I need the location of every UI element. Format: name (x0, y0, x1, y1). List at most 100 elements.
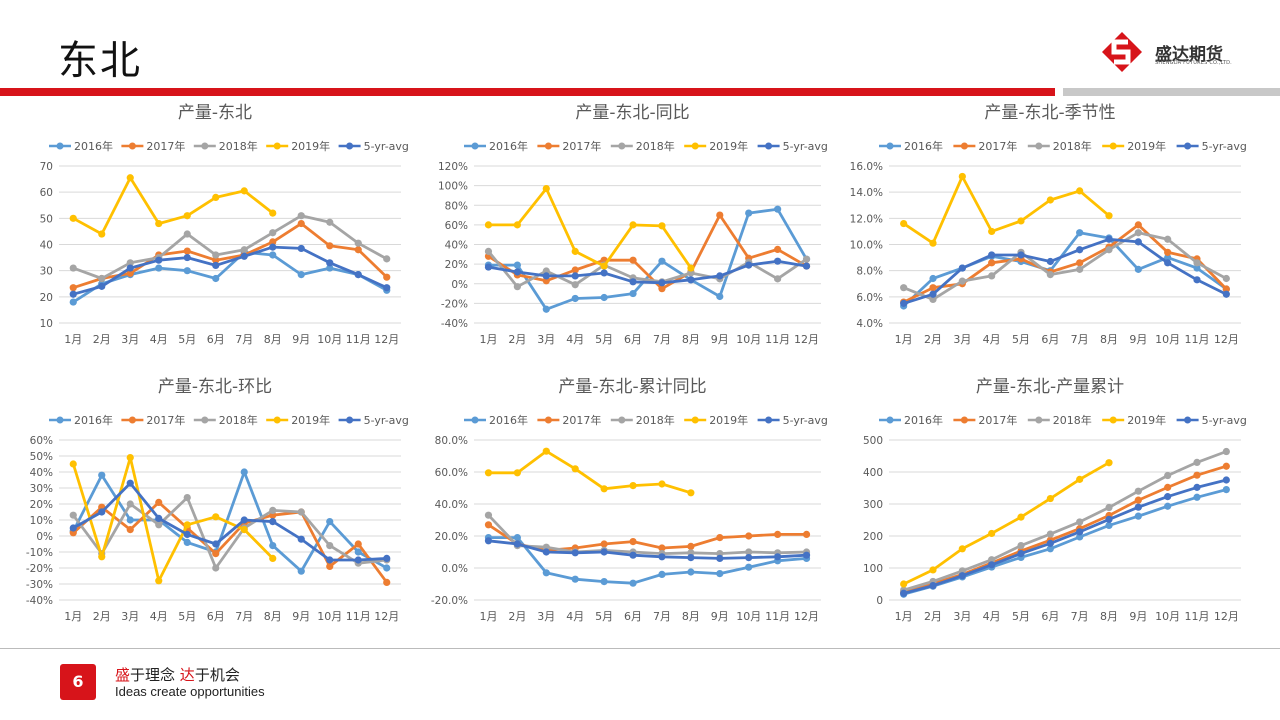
x-tick-label: 3月 (121, 333, 139, 346)
data-point (542, 447, 550, 455)
chart-production-seasonal: 产量-东北-季节性 2016年 2017年 2018年 2019年 5-yr-avg 4.0… (845, 98, 1255, 353)
series-line (487, 213, 808, 291)
data-point (126, 479, 134, 487)
x-tick-label: 2月 (924, 610, 942, 623)
x-tick-label: 6月 (207, 333, 225, 346)
slogan-part: 盛 (115, 666, 131, 684)
data-point (774, 257, 782, 265)
data-point (269, 229, 277, 237)
data-point (513, 540, 521, 548)
y-tick-label: 10% (30, 515, 53, 527)
x-tick-label: 5月 (1012, 333, 1030, 346)
data-point (571, 549, 579, 557)
data-point (802, 255, 811, 263)
data-point (1076, 528, 1084, 536)
data-point (297, 270, 305, 279)
data-point (716, 554, 724, 562)
data-point (1134, 487, 1142, 495)
legend-label: 2018年 (219, 139, 258, 153)
data-point (629, 256, 637, 264)
legend-item-2016: 2016年 (464, 413, 528, 427)
y-tick-label: 300 (863, 499, 883, 511)
data-point (269, 251, 277, 259)
legend-label: 2018年 (636, 413, 675, 427)
x-tick-label: 7月 (1071, 333, 1089, 346)
data-point (126, 516, 134, 524)
data-point (183, 267, 191, 275)
series-line (488, 539, 807, 560)
series-line (72, 245, 388, 296)
legend-swatch-marker (544, 142, 552, 150)
data-point (600, 269, 608, 277)
data-point (802, 262, 811, 270)
legend-label: 2017年 (978, 139, 1017, 153)
legend-swatch-marker (765, 416, 773, 424)
series-line (488, 449, 692, 495)
x-tick-label: 3月 (121, 610, 139, 623)
legend-label: 2019年 (709, 139, 748, 153)
data-point (774, 245, 782, 254)
data-point (183, 253, 191, 262)
y-tick-label: 20% (30, 499, 53, 511)
slogan-english: Ideas create opportunities (115, 684, 265, 699)
data-point (629, 221, 637, 229)
page-title: 东北 (58, 38, 142, 84)
x-tick-label: 10月 (736, 610, 761, 623)
x-tick-label: 12月 (794, 333, 819, 346)
data-point (513, 221, 521, 229)
data-point (1164, 502, 1172, 510)
x-tick-label: 10月 (736, 333, 761, 346)
data-point (383, 578, 391, 586)
data-point (212, 256, 220, 264)
legend-item-5-yr-avg: 5-yr-avg (757, 140, 828, 153)
legend-item-2019: 2019年 (1102, 139, 1166, 153)
data-point (629, 289, 637, 298)
y-tick-label: 40% (445, 240, 468, 252)
y-tick-label: 120% (438, 161, 468, 173)
data-point (269, 209, 277, 217)
data-point (269, 554, 277, 562)
legend-label: 5-yr-avg (364, 140, 409, 153)
x-tick-label: 8月 (264, 610, 282, 623)
data-point (326, 556, 334, 564)
data-point (326, 259, 334, 267)
y-tick-label: -20% (441, 298, 468, 310)
data-point (1164, 471, 1172, 480)
data-point (1105, 212, 1113, 220)
data-point (1046, 257, 1054, 266)
data-point (354, 246, 362, 254)
data-point (958, 172, 966, 181)
data-point (69, 214, 77, 222)
y-tick-label: 400 (863, 467, 883, 479)
data-point (542, 569, 550, 577)
data-point (183, 521, 191, 529)
data-point (98, 274, 106, 283)
series-2019 (69, 454, 277, 585)
data-point (240, 187, 248, 195)
x-tick-label: 6月 (624, 333, 642, 346)
data-point (745, 563, 753, 571)
data-point (658, 480, 666, 488)
data-point (1105, 459, 1113, 467)
legend-label: 5-yr-avg (783, 140, 828, 153)
data-point (1046, 530, 1054, 538)
data-point (774, 205, 782, 213)
data-point (513, 261, 521, 269)
legend-item-2019: 2019年 (266, 413, 330, 427)
data-point (240, 526, 248, 534)
y-tick-label: 14.0% (850, 187, 883, 199)
data-point (658, 544, 666, 552)
data-point (126, 174, 134, 182)
legend-item-2016: 2016年 (49, 413, 113, 427)
x-tick-label: 3月 (953, 610, 971, 623)
y-tick-label: 50% (30, 451, 53, 463)
y-tick-label: 60.0% (435, 467, 468, 479)
y-tick-label: 4.0% (856, 318, 883, 330)
legend-swatch-marker (273, 142, 281, 150)
data-point (383, 284, 391, 292)
data-point (988, 251, 996, 259)
series-line (488, 536, 807, 585)
y-tick-label: 10.0% (850, 240, 883, 252)
data-point (212, 251, 220, 259)
